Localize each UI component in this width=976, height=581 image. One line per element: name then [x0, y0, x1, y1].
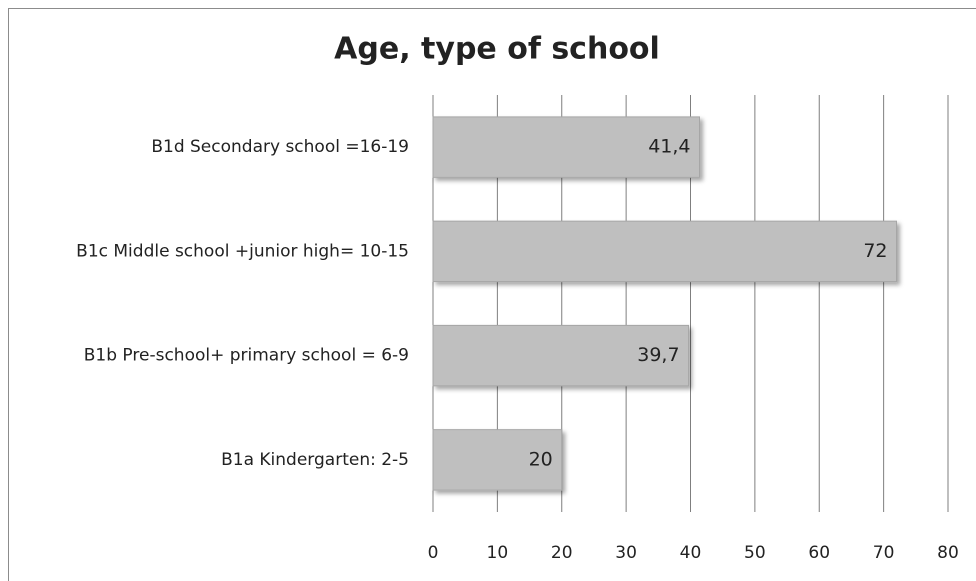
- x-tick-label: 30: [615, 543, 637, 563]
- x-tick-label: 20: [551, 543, 573, 563]
- data-label: 39,7: [637, 344, 679, 366]
- y-tick-label: B1c Middle school +junior high= 10-15: [76, 241, 409, 261]
- bar: [432, 220, 897, 283]
- x-tick-label: 10: [487, 543, 509, 563]
- y-tick-label: B1b Pre-school+ primary school = 6-9: [84, 346, 409, 366]
- y-tick-label: B1a Kindergarten: 2-5: [221, 450, 409, 470]
- data-label: 72: [863, 240, 887, 262]
- bar: [432, 116, 701, 178]
- x-tick-label: 40: [680, 543, 702, 563]
- x-tick-label: 0: [428, 543, 439, 563]
- data-label: 20: [529, 448, 553, 470]
- x-tick-label: 60: [808, 543, 830, 563]
- chart-frame: [8, 8, 976, 581]
- bar: [432, 324, 690, 387]
- data-label: 41,4: [648, 136, 690, 158]
- x-tick-label: 70: [873, 543, 895, 563]
- bar: [432, 429, 563, 491]
- x-tick-label: 80: [937, 543, 959, 563]
- chart-title: Age, type of school: [334, 32, 660, 67]
- x-tick-label: 50: [744, 543, 766, 563]
- y-tick-label: B1d Secondary school =16-19: [151, 137, 409, 157]
